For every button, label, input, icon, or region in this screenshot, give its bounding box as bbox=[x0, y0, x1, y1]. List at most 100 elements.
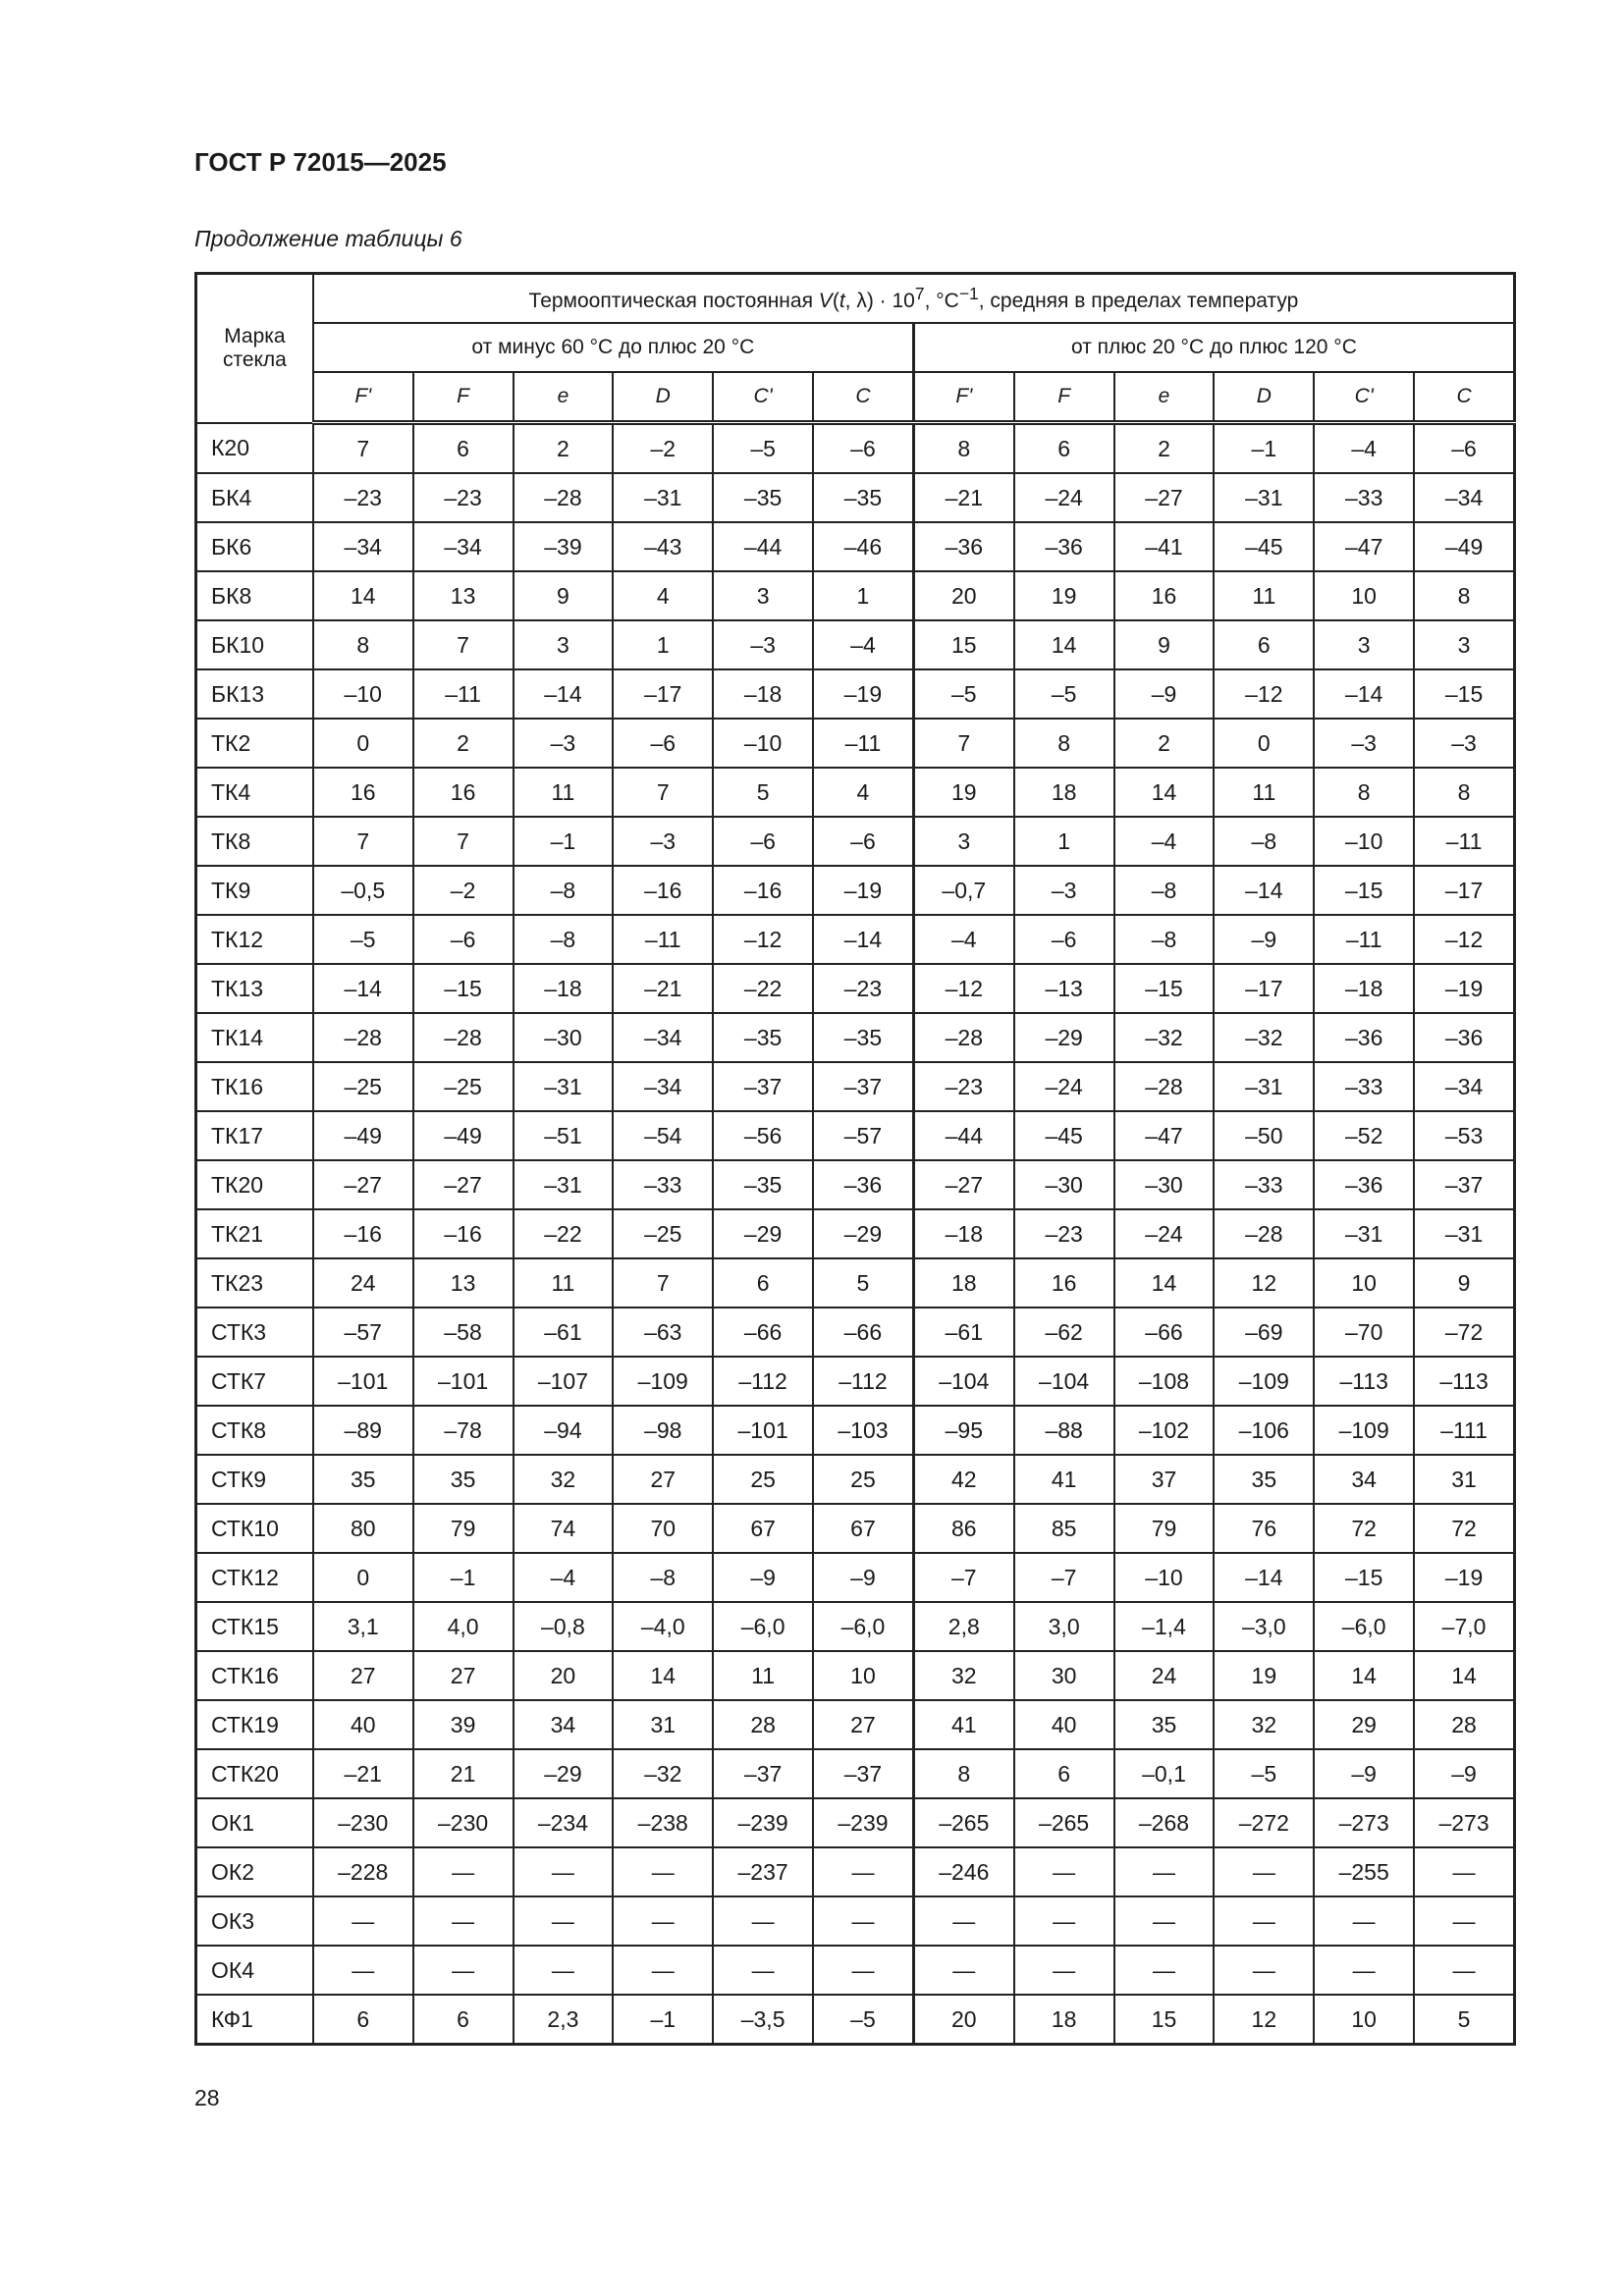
value-cell: –265 bbox=[911, 1797, 1015, 1848]
value-cell: 14 bbox=[612, 1650, 715, 1701]
value-cell: 28 bbox=[712, 1699, 815, 1750]
value-cell: –43 bbox=[612, 521, 715, 572]
value-cell: 16 bbox=[1112, 570, 1216, 621]
value-cell: –11 bbox=[612, 914, 715, 965]
value-cell: –63 bbox=[612, 1307, 715, 1358]
value-cell: –6 bbox=[411, 914, 514, 965]
value-cell: –31 bbox=[512, 1061, 615, 1112]
value-cell: 6 bbox=[411, 421, 514, 474]
glass-mark-cell: СТК7 bbox=[194, 1356, 314, 1407]
value-cell: 42 bbox=[911, 1454, 1015, 1505]
value-cell: –14 bbox=[311, 963, 414, 1014]
value-cell: 20 bbox=[911, 1994, 1015, 2046]
value-cell: –3 bbox=[1012, 865, 1115, 916]
glass-mark-cell: ОК4 bbox=[194, 1945, 314, 1996]
range-header-low: от минус 60 °С до плюс 20 °С bbox=[311, 322, 915, 373]
value-cell: 3 bbox=[712, 570, 815, 621]
value-cell: –23 bbox=[911, 1061, 1015, 1112]
value-cell: 12 bbox=[1213, 1257, 1316, 1308]
value-cell: — bbox=[411, 1896, 514, 1947]
value-cell: –37 bbox=[812, 1061, 915, 1112]
value-cell: –3 bbox=[512, 718, 615, 769]
value-cell: –4 bbox=[812, 619, 915, 670]
value-cell: 14 bbox=[1313, 1650, 1416, 1701]
table-row: ТК14 –28 –28 –30 –34 –35 –35 –28 –29 –32 –32 –36 –36 bbox=[194, 1012, 1516, 1063]
glass-mark-cell: СТК8 bbox=[194, 1405, 314, 1456]
value-cell: 8 bbox=[1313, 767, 1416, 818]
table-row: ТК12 –5 –6 –8 –11 –12 –14 –4 –6 –8 –9 –11 –12 bbox=[194, 914, 1516, 965]
value-cell: –31 bbox=[1413, 1208, 1516, 1259]
value-cell: –35 bbox=[712, 1159, 815, 1210]
value-cell: –1,4 bbox=[1112, 1601, 1216, 1652]
value-cell: –12 bbox=[1213, 668, 1316, 720]
value-cell: –17 bbox=[1213, 963, 1316, 1014]
value-cell: — bbox=[612, 1945, 715, 1996]
table-row: ОК2 –228— — — –237— –246— — — –255— bbox=[194, 1846, 1516, 1897]
value-cell: –112 bbox=[812, 1356, 915, 1407]
value-cell: –36 bbox=[812, 1159, 915, 1210]
value-cell: 14 bbox=[1012, 619, 1115, 670]
value-cell: 11 bbox=[712, 1650, 815, 1701]
value-cell: 27 bbox=[311, 1650, 414, 1701]
value-cell: –10 bbox=[712, 718, 815, 769]
value-cell: –12 bbox=[712, 914, 815, 965]
glass-mark-cell: СТК15 bbox=[194, 1601, 314, 1652]
table-row: ТК16 –25 –25 –31 –34 –37 –37 –23 –24 –28 –31 –33 –34 bbox=[194, 1061, 1516, 1112]
value-cell: 41 bbox=[911, 1699, 1015, 1750]
value-cell: –29 bbox=[1012, 1012, 1115, 1063]
value-cell: — bbox=[1012, 1846, 1115, 1897]
spectral-line-header: D bbox=[1213, 371, 1316, 425]
value-cell: 27 bbox=[812, 1699, 915, 1750]
value-cell: –5 bbox=[311, 914, 414, 965]
value-cell: –28 bbox=[911, 1012, 1015, 1063]
value-cell: –0,5 bbox=[311, 865, 414, 916]
glass-mark-cell: ТК4 bbox=[194, 767, 314, 818]
value-cell: 11 bbox=[1213, 767, 1316, 818]
value-cell: –22 bbox=[512, 1208, 615, 1259]
value-cell: –11 bbox=[1313, 914, 1416, 965]
main-header-v: V bbox=[818, 290, 833, 312]
value-cell: 10 bbox=[812, 1650, 915, 1701]
value-cell: 2 bbox=[411, 718, 514, 769]
value-cell: 80 bbox=[311, 1503, 414, 1554]
value-cell: 29 bbox=[1313, 1699, 1416, 1750]
glass-mark-cell: ТК21 bbox=[194, 1208, 314, 1259]
value-cell: –107 bbox=[512, 1356, 615, 1407]
value-cell: –3 bbox=[1413, 718, 1516, 769]
value-cell: — bbox=[1112, 1896, 1216, 1947]
value-cell: 5 bbox=[812, 1257, 915, 1308]
value-cell: — bbox=[1213, 1945, 1316, 1996]
value-cell: –246 bbox=[911, 1846, 1015, 1897]
value-cell: 6 bbox=[1012, 421, 1115, 474]
value-cell: –47 bbox=[1313, 521, 1416, 572]
value-cell: 3 bbox=[911, 816, 1015, 867]
value-cell: –32 bbox=[612, 1748, 715, 1799]
value-cell: –6 bbox=[612, 718, 715, 769]
value-cell: –21 bbox=[311, 1748, 414, 1799]
value-cell: — bbox=[1213, 1846, 1316, 1897]
spectral-line-header: F' bbox=[311, 371, 414, 425]
glass-mark-cell: СТК12 bbox=[194, 1552, 314, 1603]
value-cell: –255 bbox=[1313, 1846, 1416, 1897]
value-cell: –32 bbox=[1112, 1012, 1216, 1063]
value-cell: –16 bbox=[612, 865, 715, 916]
value-cell: –19 bbox=[812, 668, 915, 720]
value-cell: –32 bbox=[1213, 1012, 1316, 1063]
value-cell: — bbox=[812, 1846, 915, 1897]
value-cell: — bbox=[1112, 1945, 1216, 1996]
value-cell: 31 bbox=[612, 1699, 715, 1750]
table-row: ТК4 16 16 11 7 5 4 19 18 14 11 8 8 bbox=[194, 767, 1516, 818]
value-cell: — bbox=[512, 1846, 615, 1897]
value-cell: –230 bbox=[411, 1797, 514, 1848]
value-cell: 10 bbox=[1313, 1257, 1416, 1308]
value-cell: –61 bbox=[911, 1307, 1015, 1358]
value-cell: 76 bbox=[1213, 1503, 1316, 1554]
glass-mark-cell: ОК3 bbox=[194, 1896, 314, 1947]
value-cell: 0 bbox=[311, 1552, 414, 1603]
value-cell: — bbox=[712, 1945, 815, 1996]
value-cell: –6,0 bbox=[812, 1601, 915, 1652]
value-cell: 4,0 bbox=[411, 1601, 514, 1652]
value-cell: –16 bbox=[411, 1208, 514, 1259]
table-row: СТК16 27 27 20 14 11 10 32 30 24 19 14 14 bbox=[194, 1650, 1516, 1701]
table-row: ОК3— — — — — — — — — — — — bbox=[194, 1896, 1516, 1947]
